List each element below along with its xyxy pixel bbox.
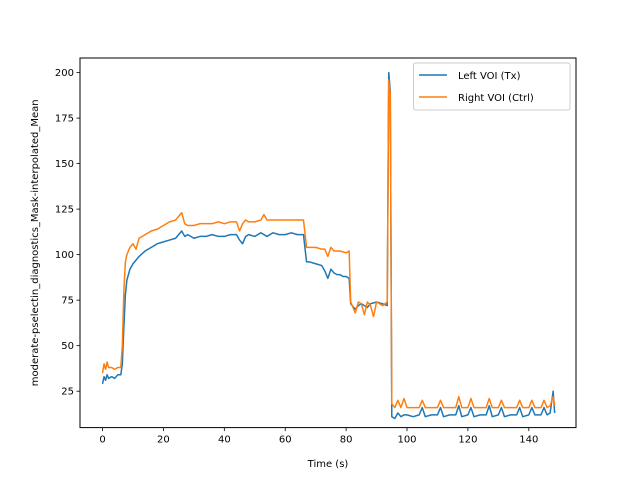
x-tick-label: 100 (397, 435, 416, 446)
y-tick-label: 75 (61, 296, 74, 307)
x-tick-label: 20 (157, 435, 170, 446)
legend-box (413, 62, 571, 111)
plot-frame (79, 57, 577, 429)
legend-label-right-voi: Right VOI (Ctrl) (458, 93, 534, 104)
legend: Left VOI (Tx) Right VOI (Ctrl) (413, 62, 571, 111)
x-tick-label: 0 (99, 435, 105, 446)
x-axis-label: Time (s) (307, 459, 349, 470)
y-tick-label: 125 (55, 205, 74, 216)
y-tick-label: 100 (55, 250, 74, 261)
y-tick-label: 50 (61, 341, 74, 352)
x-tick-label: 140 (519, 435, 538, 446)
series-line-left-voi (101, 71, 556, 420)
x-tick-label: 60 (279, 435, 292, 446)
y-tick-label: 150 (55, 159, 74, 170)
y-axis: 25 50 75 100 125 150 175 200 (55, 68, 80, 398)
y-tick-label: 25 (61, 387, 74, 398)
y-axis-label: moderate-pselectin_diagnostics_Mask-inte… (30, 99, 41, 386)
x-tick-label: 40 (218, 435, 231, 446)
x-tick-label: 80 (340, 435, 353, 446)
y-tick-label: 175 (55, 114, 74, 125)
x-tick-label: 120 (458, 435, 477, 446)
y-tick-label: 200 (55, 68, 74, 79)
series-line-right-voi (101, 79, 556, 409)
x-axis: 0 20 40 60 80 100 120 140 (99, 427, 538, 446)
legend-label-left-voi: Left VOI (Tx) (458, 71, 521, 82)
series-layer (101, 71, 556, 420)
